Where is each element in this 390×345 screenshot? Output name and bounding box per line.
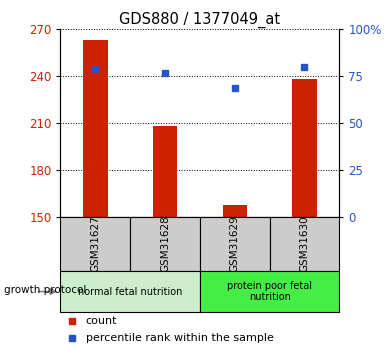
Bar (60, 217, 130, 271)
Bar (292, 79, 317, 217)
Text: GSM31628: GSM31628 (160, 216, 170, 273)
Bar (269, 217, 339, 271)
Bar (200, 271, 339, 312)
Text: GSM31627: GSM31627 (90, 216, 100, 273)
Text: GSM31629: GSM31629 (230, 216, 240, 273)
Bar (83, 40, 108, 217)
Text: normal fetal nutrition: normal fetal nutrition (78, 287, 183, 296)
Text: count: count (85, 316, 117, 326)
Bar (200, 217, 269, 271)
Text: protein poor fetal
nutrition: protein poor fetal nutrition (227, 281, 312, 302)
Bar (130, 217, 200, 271)
Bar (223, 205, 247, 217)
Text: growth protocol: growth protocol (4, 285, 86, 295)
Text: GSM31630: GSM31630 (300, 216, 309, 273)
Text: percentile rank within the sample: percentile rank within the sample (85, 333, 273, 343)
Bar (153, 127, 177, 217)
Title: GDS880 / 1377049_at: GDS880 / 1377049_at (119, 12, 280, 28)
Bar (60, 271, 200, 312)
